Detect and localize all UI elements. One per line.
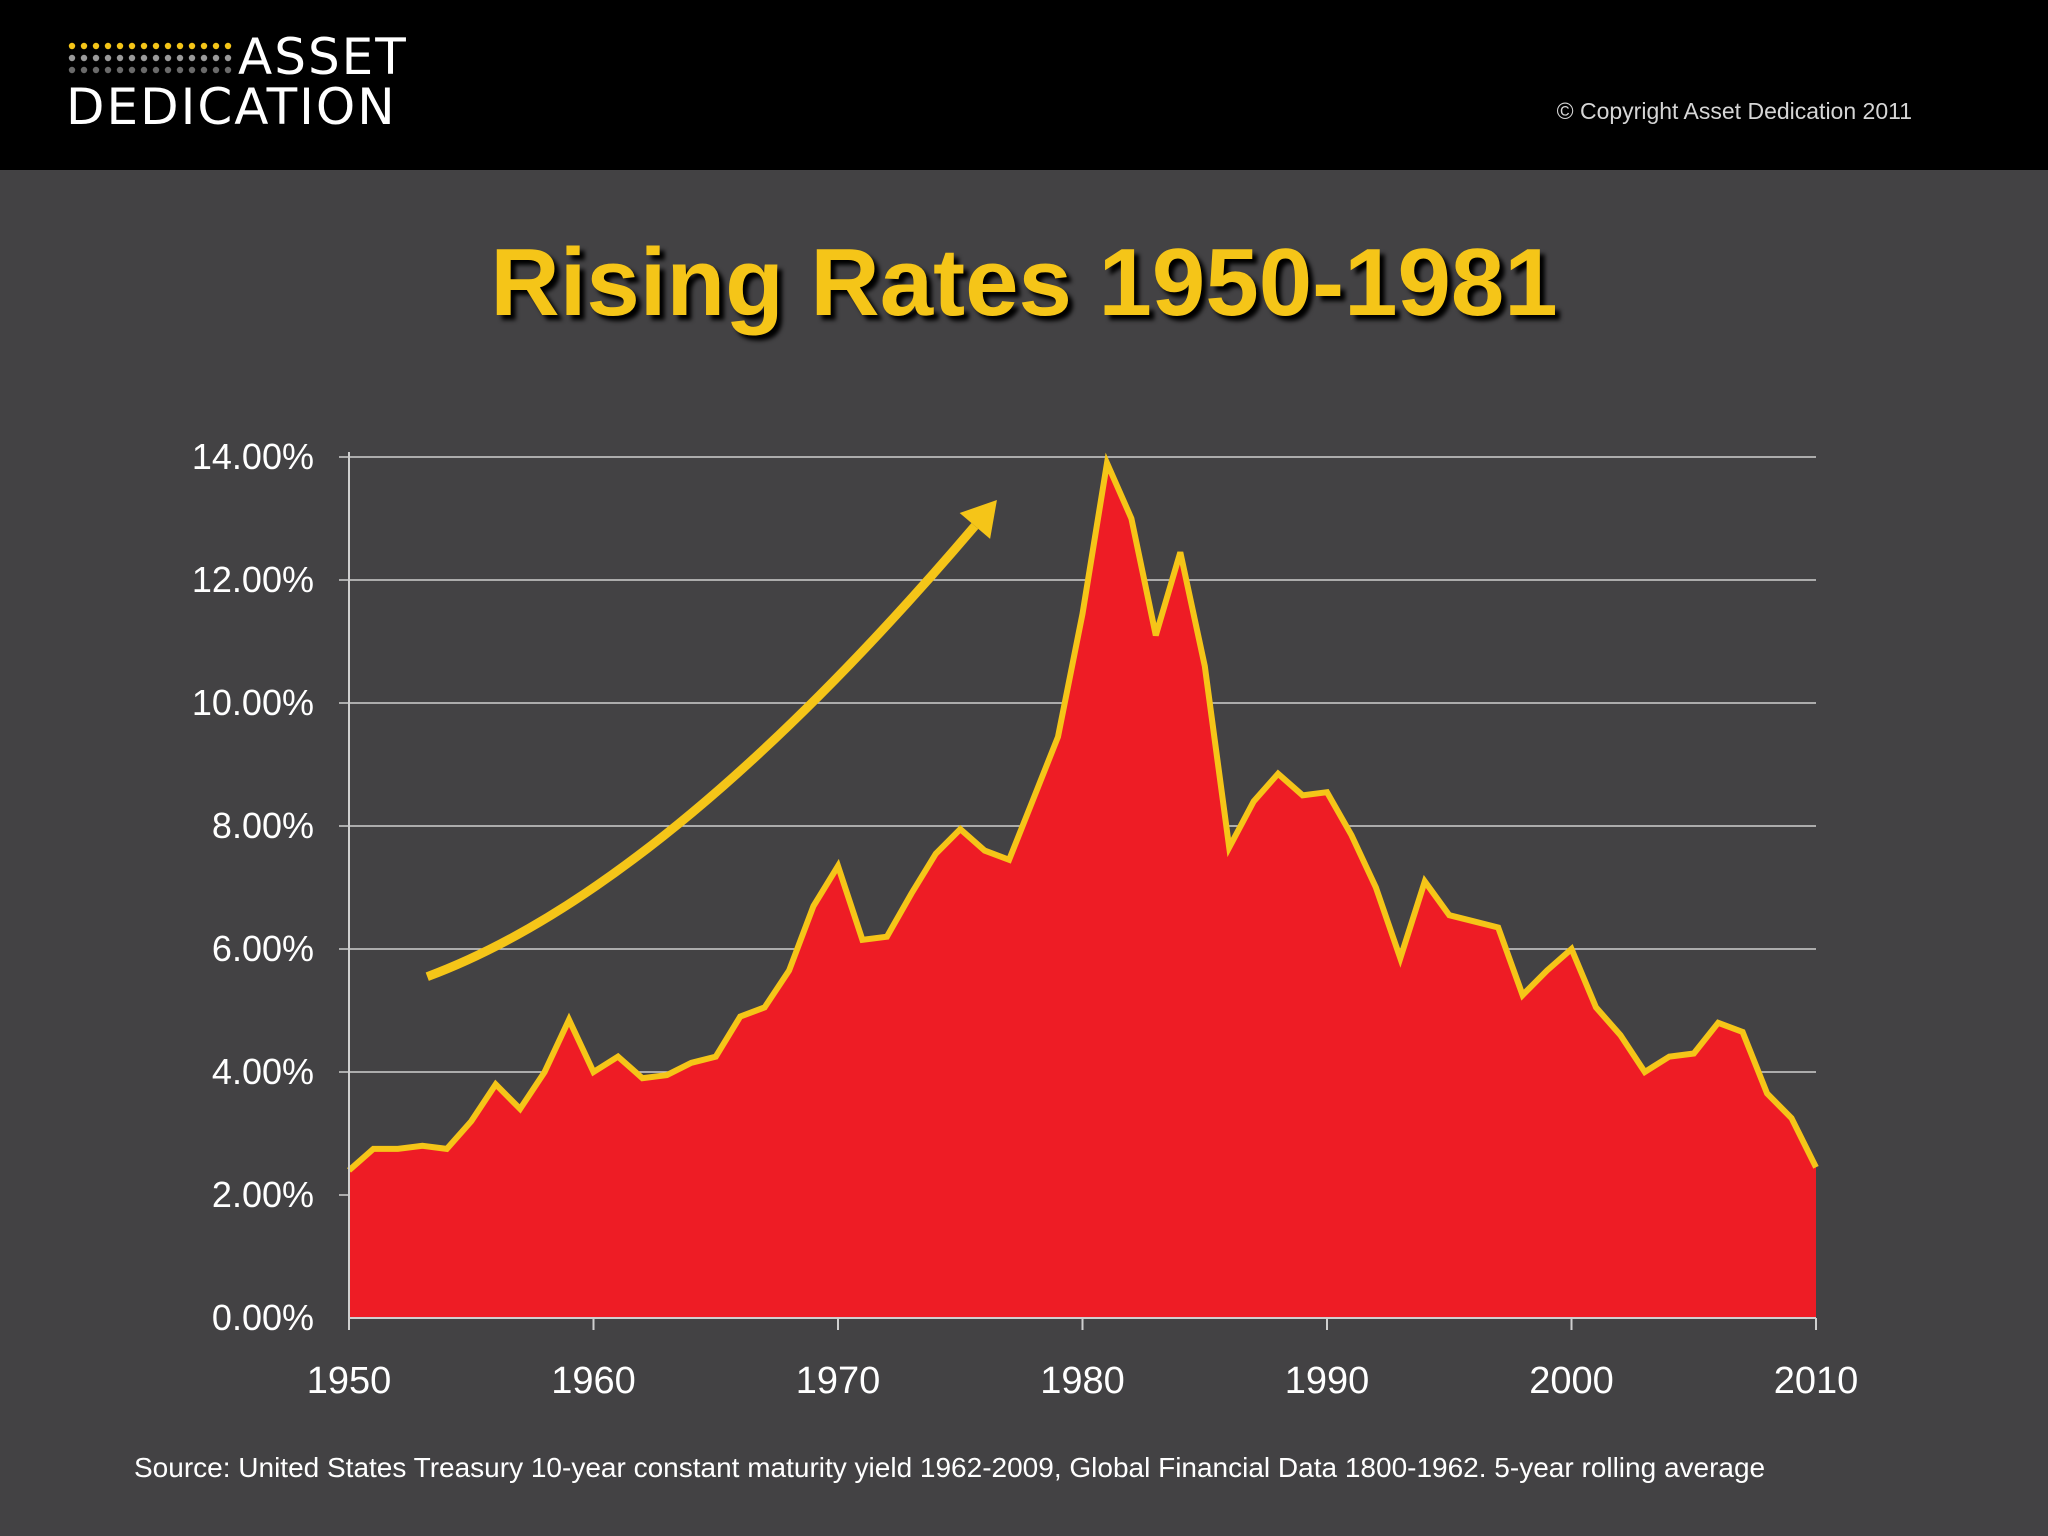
logo-dot: [152, 54, 160, 62]
logo-dot: [152, 42, 160, 50]
x-tick-label: 2010: [1774, 1360, 1859, 1402]
x-tick-label: 1980: [1040, 1360, 1125, 1402]
logo-dot: [80, 42, 88, 50]
y-tick-label: 4.00%: [212, 1051, 314, 1092]
logo-dot: [200, 66, 208, 74]
logo-dot: [128, 42, 136, 50]
logo-dot: [92, 42, 100, 50]
x-tick-label: 2000: [1529, 1360, 1614, 1402]
source-note: Source: United States Treasury 10-year c…: [134, 1452, 1766, 1483]
logo-dot: [212, 42, 220, 50]
y-tick-label: 10.00%: [192, 682, 314, 723]
y-tick-label: 6.00%: [212, 928, 314, 969]
y-tick-label: 2.00%: [212, 1174, 314, 1215]
logo-dot: [80, 66, 88, 74]
logo-dot: [212, 54, 220, 62]
logo-dots-icon: [68, 42, 232, 74]
logo-dot: [200, 54, 208, 62]
logo-dot: [128, 54, 136, 62]
logo-dot: [224, 66, 232, 74]
header-bar: ASSET DEDICATION © Copyright Asset Dedic…: [0, 0, 2048, 170]
y-tick-label: 8.00%: [212, 805, 314, 846]
logo-dot: [176, 54, 184, 62]
logo-dot: [68, 66, 76, 74]
logo-dot: [116, 54, 124, 62]
logo-dot: [188, 54, 196, 62]
logo-dot: [188, 42, 196, 50]
logo-dot: [80, 54, 88, 62]
x-tick-label: 1960: [551, 1360, 636, 1402]
logo-dot: [116, 66, 124, 74]
logo-dot: [176, 42, 184, 50]
trend-arrow-head: [959, 500, 997, 539]
x-tick-label: 1970: [796, 1360, 881, 1402]
logo-dot: [116, 42, 124, 50]
logo-dot: [164, 66, 172, 74]
logo-dot: [224, 42, 232, 50]
y-tick-label: 0.00%: [212, 1297, 314, 1338]
logo-dot: [128, 66, 136, 74]
series-area: [349, 463, 1816, 1319]
logo-dot: [164, 42, 172, 50]
logo-dot: [200, 42, 208, 50]
logo-dot: [104, 54, 112, 62]
logo-dot: [176, 66, 184, 74]
x-tick-label: 1990: [1285, 1360, 1370, 1402]
logo-dot: [104, 42, 112, 50]
y-tick-label: 14.00%: [192, 436, 314, 477]
y-tick-label: 12.00%: [192, 559, 314, 600]
logo-dot: [188, 66, 196, 74]
logo-dot: [224, 54, 232, 62]
asset-dedication-logo: ASSET DEDICATION: [66, 28, 426, 134]
logo-line2: DEDICATION: [66, 78, 397, 136]
logo-dot: [140, 54, 148, 62]
logo-dot: [164, 54, 172, 62]
logo-dot: [212, 66, 220, 74]
logo-dot: [92, 54, 100, 62]
x-tick-label: 1950: [307, 1360, 392, 1402]
copyright-text: © Copyright Asset Dedication 2011: [1556, 98, 1912, 124]
logo-dot: [152, 66, 160, 74]
slide-title: Rising Rates 1950-1981: [490, 229, 1558, 336]
trend-arrow-shaft: [425, 523, 979, 981]
logo-dot: [68, 42, 76, 50]
logo-dot: [92, 66, 100, 74]
logo-dot: [68, 54, 76, 62]
logo-dot: [104, 66, 112, 74]
logo-dot: [140, 66, 148, 74]
logo-line1: ASSET: [238, 28, 408, 86]
logo-dot: [140, 42, 148, 50]
